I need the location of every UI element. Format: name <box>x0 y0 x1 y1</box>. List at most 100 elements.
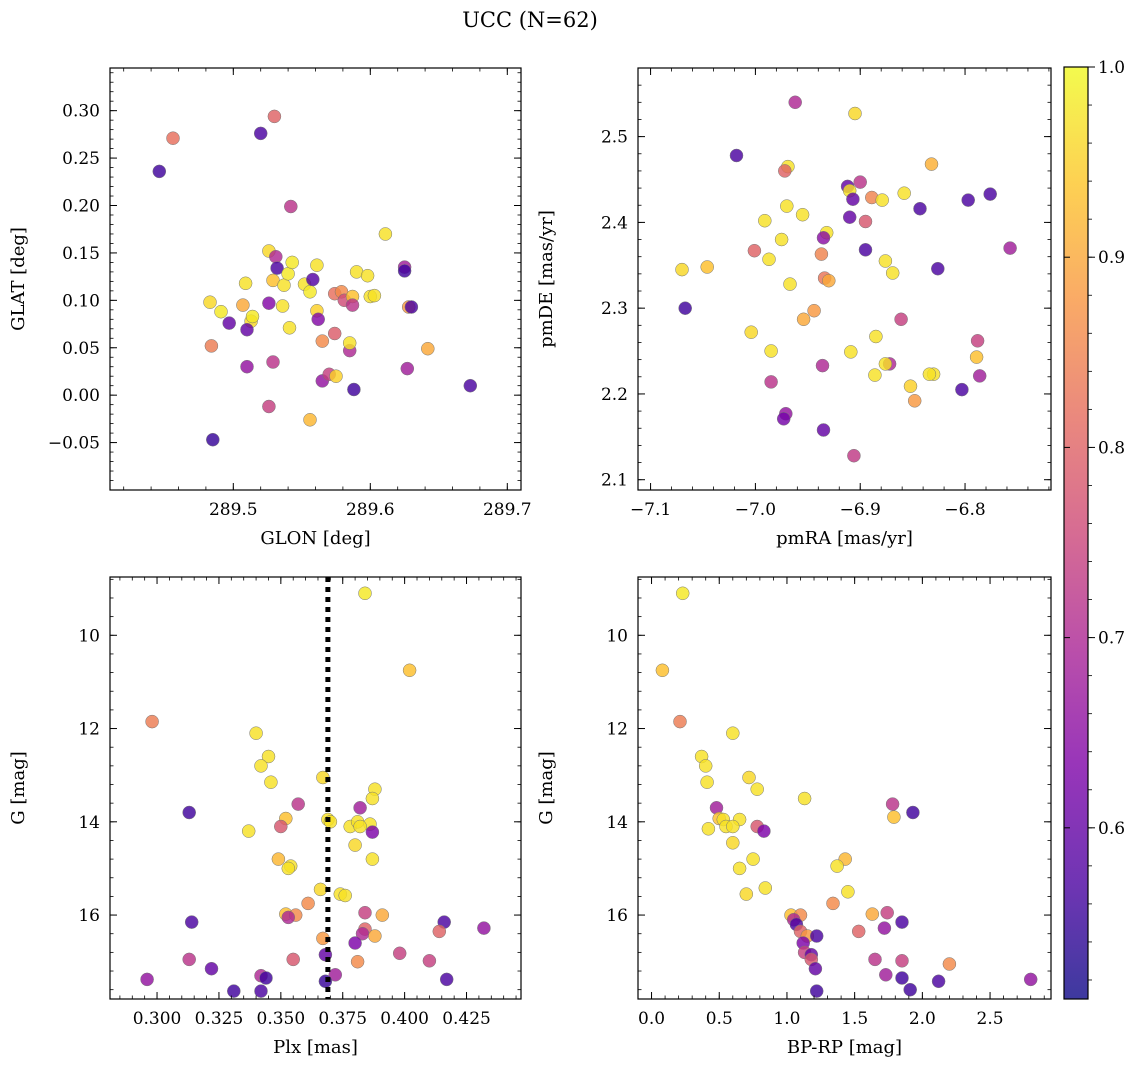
x-tick-label: 0.325 <box>195 1009 244 1029</box>
data-point <box>895 954 909 968</box>
y-tick-label: 12 <box>78 720 100 740</box>
y-tick-label: 0.30 <box>62 102 100 122</box>
data-point <box>306 272 320 287</box>
data-point <box>764 344 778 358</box>
data-point <box>778 164 792 178</box>
axes-frame <box>109 576 522 1000</box>
data-point <box>206 432 220 447</box>
x-tick-label: 0.425 <box>442 1009 491 1029</box>
data-point <box>203 295 217 309</box>
data-point <box>675 586 690 601</box>
data-point <box>983 187 997 201</box>
data-point <box>764 375 778 389</box>
data-point <box>894 312 908 327</box>
data-point <box>895 915 909 929</box>
data-point <box>875 193 889 207</box>
data-point <box>303 413 317 427</box>
data-point <box>1003 241 1017 255</box>
data-point <box>880 905 894 920</box>
data-point <box>421 341 435 356</box>
data-point <box>281 267 295 281</box>
y-tick-label: 0.00 <box>62 386 100 406</box>
colorbar-tick-label: 0.8 <box>1098 438 1125 458</box>
y-tick-label: 16 <box>78 906 100 926</box>
y-tick-label: 2.1 <box>601 471 628 491</box>
data-point <box>972 369 987 383</box>
data-point <box>726 836 740 850</box>
x-tick-label: −7.1 <box>630 500 671 520</box>
data-point <box>145 714 159 729</box>
data-point <box>739 887 754 901</box>
data-point <box>270 261 284 275</box>
x-tick-label: 1.5 <box>841 1009 868 1029</box>
data-point <box>375 908 390 922</box>
data-point <box>922 367 937 381</box>
data-point <box>842 210 857 224</box>
data-point <box>931 261 945 276</box>
data-point <box>931 974 946 989</box>
data-point <box>281 861 296 876</box>
colorbar-gradient <box>1064 67 1088 999</box>
data-point <box>402 663 417 678</box>
data-point <box>878 357 893 371</box>
data-point <box>868 368 882 382</box>
data-point <box>858 214 873 229</box>
data-point <box>877 921 892 935</box>
data-point <box>878 254 893 268</box>
data-point <box>253 126 268 141</box>
data-point <box>758 213 772 228</box>
data-point <box>885 797 900 811</box>
data-point <box>942 957 957 971</box>
y-tick-label: 2.2 <box>601 385 628 405</box>
x-axis-label: GLON [deg] <box>260 528 370 549</box>
data-point <box>365 791 380 806</box>
data-point <box>397 264 412 278</box>
scatter-points <box>152 109 478 447</box>
data-point <box>347 382 361 397</box>
x-tick-label: 2.0 <box>909 1009 936 1029</box>
data-point <box>285 255 299 270</box>
data-point <box>814 247 829 261</box>
y-tick-label: 16 <box>606 906 628 926</box>
data-point <box>432 924 447 939</box>
data-point <box>830 859 844 873</box>
data-point <box>744 325 758 339</box>
data-point <box>678 301 692 315</box>
x-axis-label: pmRA [mas/yr] <box>776 528 913 549</box>
data-point <box>897 186 911 200</box>
panel-color-magnitude: 0.0 0.5 1.0 1.5 2.0 2.5 10 12 14 16 BP-RP [mag] G [… <box>536 576 1052 1058</box>
data-point <box>378 227 393 241</box>
data-point <box>853 175 867 189</box>
data-point <box>184 915 199 929</box>
data-point <box>758 881 773 895</box>
data-point <box>815 358 830 373</box>
data-point <box>348 838 362 852</box>
data-point <box>1023 972 1038 987</box>
data-point <box>726 726 740 740</box>
data-point <box>700 775 714 789</box>
data-point <box>204 339 219 353</box>
data-point <box>757 824 771 838</box>
data-point <box>262 399 276 414</box>
data-point <box>807 303 821 318</box>
data-point <box>732 861 747 876</box>
figure-title: UCC (N=62) <box>462 8 598 32</box>
x-axis-label: Plx [mas] <box>273 1037 358 1058</box>
data-point <box>350 954 365 969</box>
data-point <box>795 207 810 222</box>
x-tick-label: 289.7 <box>483 500 532 520</box>
data-point <box>182 805 196 820</box>
x-tick-label: 0.350 <box>257 1009 306 1029</box>
x-tick-label: 0.375 <box>318 1009 367 1029</box>
data-point <box>762 252 776 267</box>
data-point <box>847 448 861 463</box>
data-point <box>365 825 380 839</box>
y-axis-label: G [mag] <box>8 751 29 824</box>
data-point <box>924 157 939 171</box>
panel-glon-glat: 289.5 289.6 289.7 −0.05 0.00 0.05 0.10 0.15 0.20… <box>8 67 532 549</box>
data-point <box>327 326 342 341</box>
data-point <box>342 336 357 350</box>
data-point <box>400 361 415 376</box>
x-tick-label: 1.0 <box>773 1009 800 1029</box>
y-axis-label: G [mag] <box>536 751 557 824</box>
